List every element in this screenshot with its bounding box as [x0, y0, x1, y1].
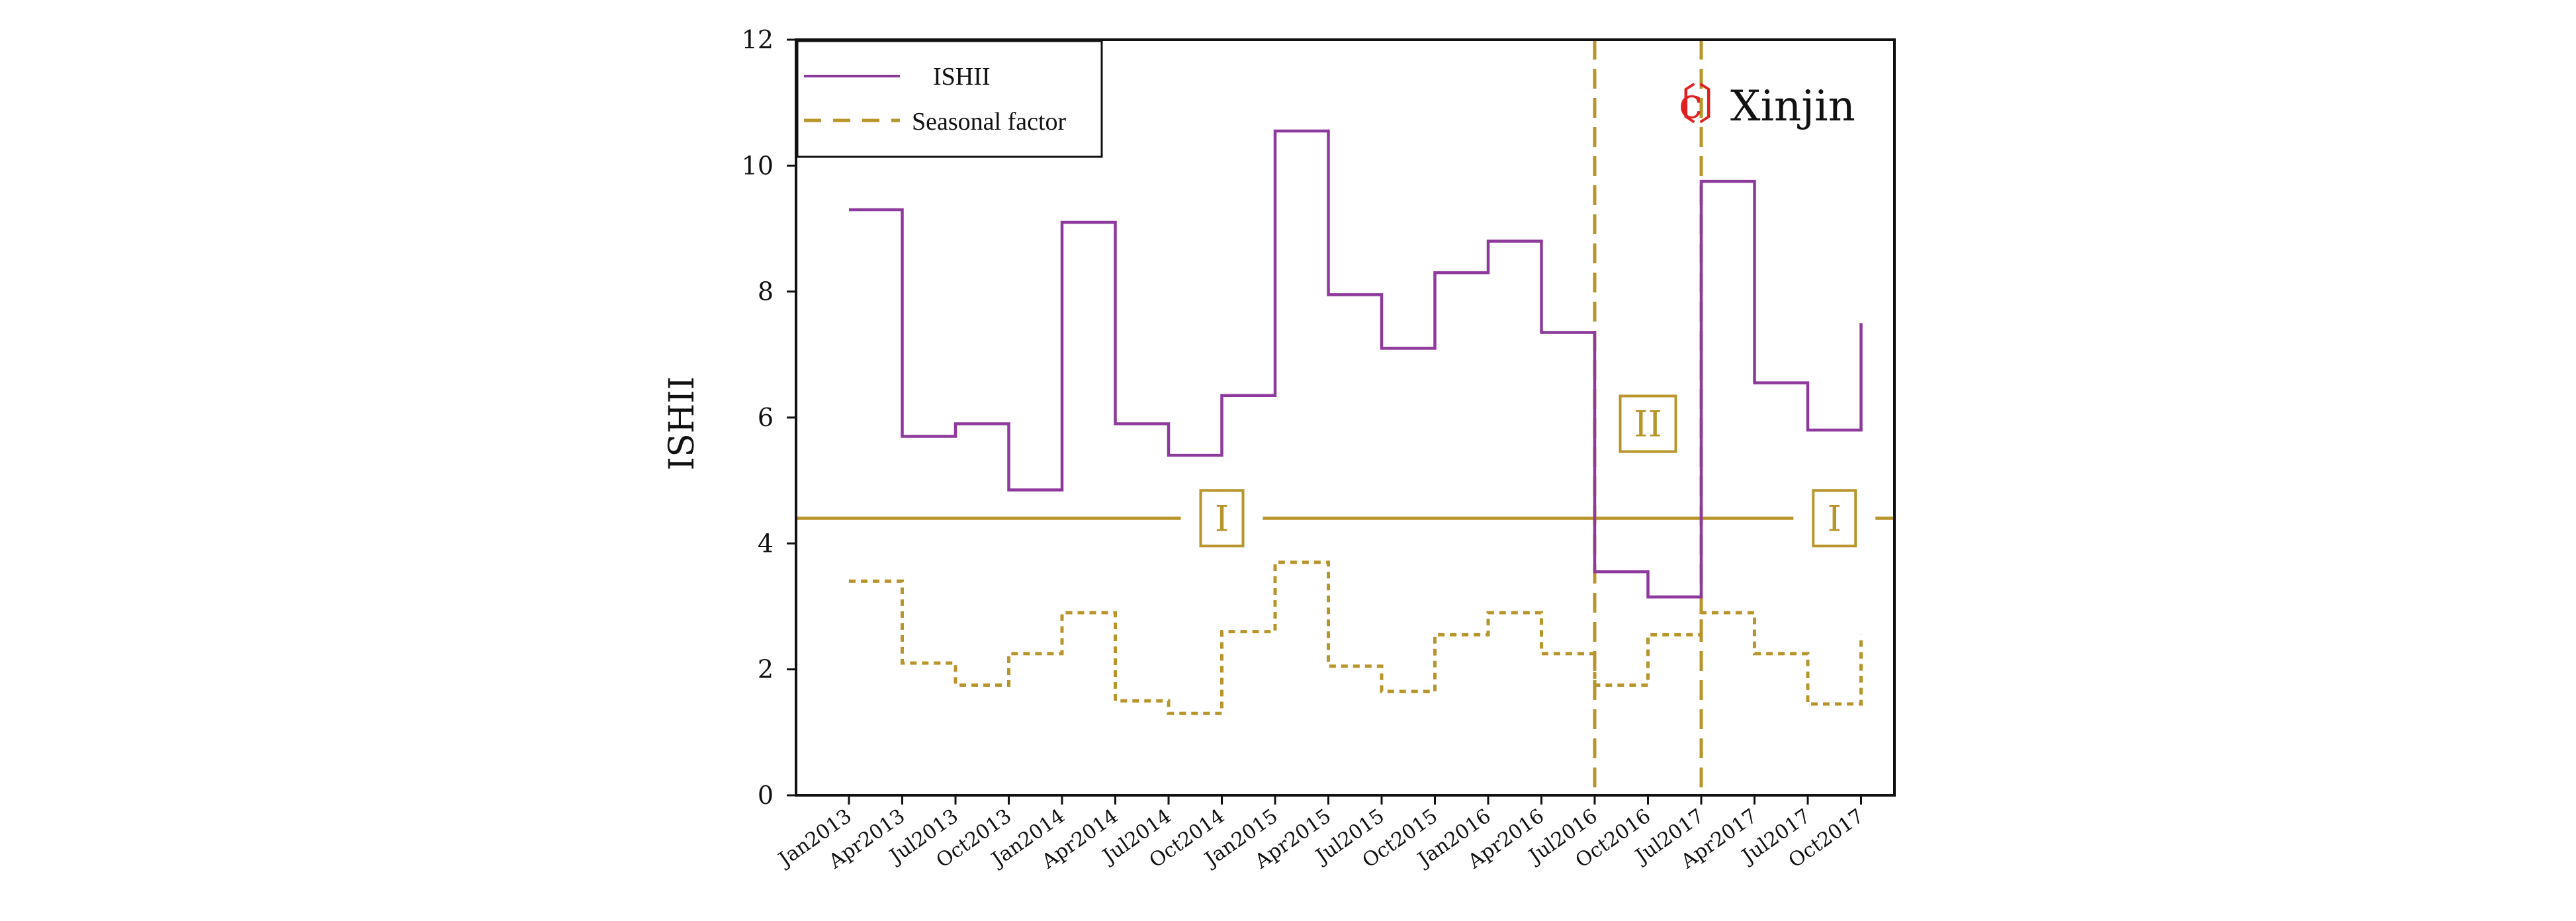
series-line-ishii — [849, 129, 1863, 599]
region-label-box — [1812, 489, 1857, 548]
y-tick-label: 4 — [758, 529, 774, 558]
legend-label-seasonal: Seasonal factor — [912, 108, 1067, 136]
plot-frame — [795, 38, 1896, 797]
y-tick-label: 6 — [758, 403, 774, 432]
series-layer — [849, 129, 1863, 715]
series-line-seasonal-factor — [849, 560, 1863, 715]
y-tick-label: 2 — [758, 655, 774, 684]
y-axis-title: ISHII — [662, 376, 702, 471]
y-tick-label: 12 — [742, 25, 774, 54]
y-tick-label: 8 — [758, 277, 774, 306]
y-axis-ticks: 0 2 4 6 8 10 12 — [742, 25, 796, 810]
region-label-box — [1619, 394, 1677, 453]
region-label-text: I — [1828, 498, 1842, 539]
watermark-bracket-right: 〕 — [1698, 81, 1740, 130]
watermark-symbol: c — [1679, 79, 1703, 128]
region-label-box — [1199, 489, 1245, 548]
legend-label-ishii: ISHII — [933, 63, 991, 91]
region-label-text: II — [1634, 404, 1662, 445]
watermark-text: Xinjin — [1730, 82, 1855, 131]
legend-box — [796, 40, 1103, 158]
legend: ISHII Seasonal factor — [796, 40, 1103, 158]
region-label-text: I — [1215, 498, 1229, 539]
watermark-bracket-left: 〔 — [1654, 81, 1697, 130]
y-tick-label: 10 — [742, 151, 774, 180]
y-tick-label: 0 — [758, 781, 774, 810]
x-axis-ticks: Jan2013Apr2013Jul2013Oct2013Jan2014Apr20… — [773, 795, 1868, 874]
watermark: 〔 c 〕 Xinjin — [1654, 79, 1855, 131]
region-lines — [1593, 40, 1703, 795]
